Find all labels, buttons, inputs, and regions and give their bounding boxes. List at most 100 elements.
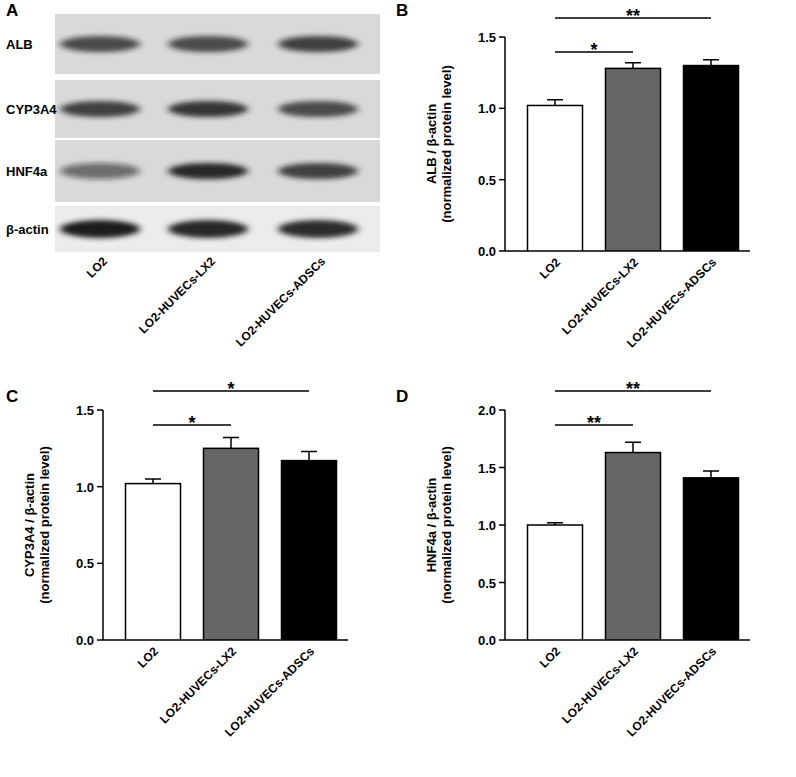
x-tick-label: LO2-HUVECs-ADSCs: [624, 644, 719, 739]
error-bar: [547, 523, 563, 525]
significance-label: *: [590, 40, 597, 60]
y-tick-label: 1.5: [478, 461, 496, 476]
y-tick: [97, 486, 103, 488]
y-tick: [499, 108, 505, 110]
marks: [528, 60, 739, 251]
blot-band: [60, 36, 140, 52]
error-bar: [223, 438, 239, 449]
blot-band: [278, 163, 358, 179]
blot-strip: [55, 206, 380, 252]
marks: [126, 438, 337, 640]
bar: [684, 478, 739, 640]
significance-label: **: [587, 413, 601, 433]
y-axis: [102, 410, 104, 640]
y-axis-label: ALB / β-actin(normalized protein level): [424, 65, 454, 222]
x-tick-label: LO2-HUVECs-ADSCs: [222, 644, 317, 739]
y-axis-label-line: (normalized protein level): [439, 446, 454, 603]
y-tick-label: 0.0: [478, 633, 496, 648]
bar: [528, 525, 583, 640]
blot-band: [278, 101, 358, 117]
y-tick-label: 0.0: [76, 633, 94, 648]
bar: [684, 66, 739, 251]
bar: [606, 453, 661, 640]
y-tick-label: 0.5: [478, 173, 496, 188]
error-bar: [625, 442, 641, 452]
y-axis-label-line: ALB / β-actin: [424, 104, 439, 184]
y-tick-label: 0.0: [478, 244, 496, 259]
panel-label: D: [396, 387, 408, 406]
blot-band: [60, 220, 140, 238]
blot-strip: [55, 14, 380, 74]
blot-lane-label: LO2-HUVECs-LX2: [136, 254, 218, 336]
significance-label: *: [227, 379, 234, 399]
blot-row-label: HNF4a: [6, 164, 48, 179]
blot-band: [60, 101, 140, 117]
y-tick: [499, 582, 505, 584]
y-tick: [499, 639, 505, 641]
figure: AALBCYP3A4HNF4aβ-actinLO2LO2-HUVECs-LX2L…: [0, 0, 796, 777]
x-tick-label: LO2: [135, 644, 162, 671]
y-tick: [97, 563, 103, 565]
y-axis-label: CYP3A4 / β-actin(normalized protein leve…: [22, 446, 52, 603]
y-tick: [499, 467, 505, 469]
y-axis-label-line: CYP3A4 / β-actin: [22, 473, 37, 577]
blot-band: [278, 36, 358, 52]
bar-chart: C 0.0 0.5 1.0 1.5 CYP3A4 / β-actin(normalized…: [6, 379, 348, 739]
bar: [126, 484, 181, 640]
bar: [606, 68, 661, 251]
x-tick-label: LO2-HUVECs-LX2: [157, 644, 239, 726]
y-tick-label: 1.0: [478, 518, 496, 533]
error-bar: [145, 479, 161, 484]
panel-label: A: [6, 1, 18, 20]
blot-band: [278, 220, 358, 238]
bar: [282, 461, 337, 640]
blot-band: [168, 220, 248, 238]
blot-band: [168, 101, 248, 117]
bar-chart: D 0.0 0.5 1.0 1.5 2.0 HNF4a / β-actin(normaliz…: [396, 379, 750, 739]
panel-label: B: [396, 1, 408, 20]
y-tick-label: 0.5: [76, 556, 94, 571]
x-tick-label: LO2: [537, 255, 564, 282]
error-bar: [301, 451, 317, 460]
x-tick-label: LO2-HUVECs-LX2: [559, 644, 641, 726]
y-tick: [499, 409, 505, 411]
significance-label: *: [188, 413, 195, 433]
significance-label: **: [626, 6, 640, 26]
x-tick-label: LO2: [537, 644, 564, 671]
y-axis-label-line: (normalized protein level): [439, 65, 454, 222]
y-axis-label-line: (normalized protein level): [37, 446, 52, 603]
blot-band: [168, 163, 248, 179]
bar-chart: B0.00.51.01.5ALB / β-actin(normalized pr…: [396, 1, 750, 350]
y-tick-label: 1.5: [76, 403, 94, 418]
y-tick-label: 0.5: [478, 576, 496, 591]
significance-label: **: [626, 379, 640, 399]
blot-lane-label: LO2: [84, 254, 111, 281]
blot-panel: AALBCYP3A4HNF4aβ-actinLO2LO2-HUVECs-LX2L…: [6, 1, 380, 349]
error-bar: [625, 63, 641, 69]
y-axis: [504, 37, 506, 251]
blot-row-label: CYP3A4: [6, 102, 57, 117]
error-bar: [703, 60, 719, 66]
y-tick: [499, 250, 505, 252]
y-tick-label: 1.0: [76, 480, 94, 495]
panel-label: C: [6, 387, 18, 406]
blot-band: [168, 36, 248, 52]
bar: [528, 105, 583, 251]
x-tick-label: LO2-HUVECs-LX2: [559, 255, 641, 337]
y-tick: [499, 36, 505, 38]
y-tick-label: 2.0: [478, 403, 496, 418]
x-tick-label: LO2-HUVECs-ADSCs: [624, 255, 719, 350]
y-tick: [97, 409, 103, 411]
marks: [528, 442, 739, 640]
y-tick: [97, 639, 103, 641]
blot-band: [60, 163, 140, 179]
blot-row-label: β-actin: [6, 222, 49, 237]
y-tick-label: 1.5: [478, 30, 496, 45]
y-axis-label-line: HNF4a / β-actin: [424, 478, 439, 573]
y-tick: [499, 524, 505, 526]
blot-strip: [55, 80, 380, 138]
blot-strip: [55, 140, 380, 202]
bar: [204, 448, 259, 640]
y-tick: [499, 179, 505, 181]
error-bar: [547, 100, 563, 106]
